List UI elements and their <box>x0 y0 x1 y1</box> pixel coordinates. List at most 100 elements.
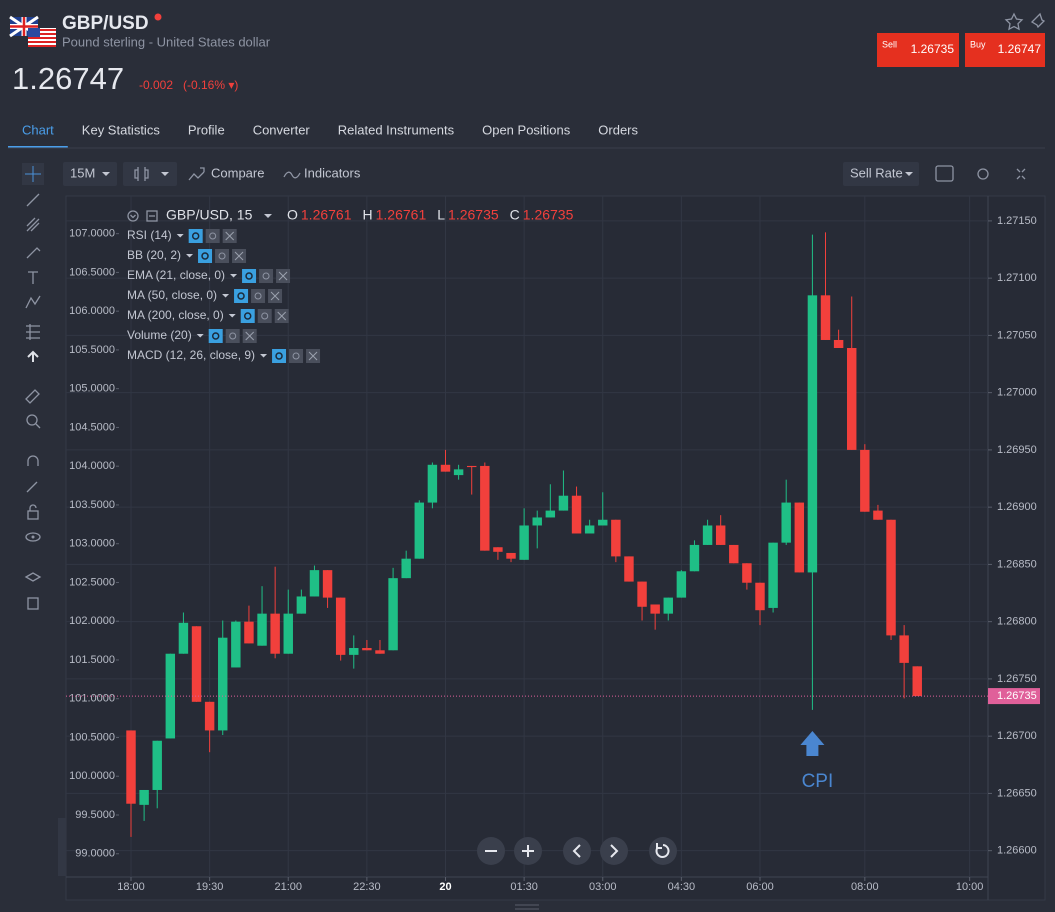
y2-tick-label: 106.0000 <box>69 305 115 317</box>
remove-cross <box>234 251 244 261</box>
visibility-icon[interactable] <box>188 229 203 243</box>
chart-legend: GBP/USD, 15 O 1.26761 H 1.26761 L 1.26735 C 1.2… <box>127 207 574 363</box>
chart-type-button[interactable] <box>123 162 177 186</box>
indicator[interactable]: MA (200, close, 0) <box>127 308 224 322</box>
indicator[interactable]: BB (20, 2) <box>127 248 181 262</box>
candle-body <box>466 465 477 468</box>
y2-tick-label: 105.5000 <box>69 344 115 356</box>
candle-icon <box>134 167 149 181</box>
y2-tick-label: 103.5000 <box>69 499 115 511</box>
flag-icon <box>9 15 56 47</box>
indicators[interactable]: Indicators <box>304 165 361 180</box>
y-tick-label: 1.26800 <box>997 616 1037 628</box>
dropdown-icon <box>228 314 236 318</box>
panel-handle[interactable] <box>58 818 66 876</box>
candle-body <box>912 666 922 697</box>
annotation: CPI <box>802 771 834 792</box>
buy-button[interactable]: Buy 1.26747 <box>965 33 1045 67</box>
candle-body <box>807 295 818 573</box>
description: Pound sterling - United States dollar <box>62 34 271 49</box>
candle-body <box>715 525 726 545</box>
tab[interactable]: Open Positions <box>482 122 571 137</box>
tab[interactable]: Chart <box>22 122 54 137</box>
candle-body <box>152 740 162 790</box>
candle-body <box>126 730 136 804</box>
layout-icon[interactable] <box>935 165 954 182</box>
reset[interactable] <box>649 837 677 865</box>
x-tick-label: 08:00 <box>851 881 879 893</box>
ohlc-label: L <box>437 207 445 223</box>
candle-body <box>611 519 621 557</box>
settings-icon[interactable] <box>251 289 266 303</box>
x-tick-label: 20 <box>439 881 451 893</box>
indicator[interactable]: MACD (12, 26, close, 9) <box>127 348 255 362</box>
visibility-icon[interactable] <box>208 329 223 343</box>
settings-icon[interactable] <box>225 329 240 343</box>
tab[interactable]: Related Instruments <box>338 122 455 137</box>
x-tick-label: 03:00 <box>589 881 617 893</box>
y-tick-label: 1.26900 <box>997 501 1037 513</box>
scroll-right[interactable] <box>600 837 628 865</box>
indicator[interactable]: RSI (14) <box>127 228 172 242</box>
y2-tick-label: 100.5000 <box>69 731 115 743</box>
sell-button[interactable]: Sell 1.26735 <box>877 33 959 67</box>
y2-tick-label: 102.5000 <box>69 576 115 588</box>
dropdown-icon <box>222 294 230 298</box>
candle-body <box>401 558 411 579</box>
settings-icon[interactable] <box>215 249 230 263</box>
interval-button[interactable] <box>63 162 117 186</box>
settings-dot <box>209 232 217 240</box>
dropdown-icon <box>260 354 268 358</box>
candle-body <box>493 547 503 552</box>
tab[interactable]: Orders <box>598 122 638 137</box>
fullscreen-icon[interactable] <box>1016 168 1026 180</box>
settings-icon[interactable] <box>205 229 220 243</box>
visibility-icon[interactable] <box>242 269 257 283</box>
ohlc-value: 1.26761 <box>376 207 427 223</box>
settings-icon[interactable] <box>289 349 304 363</box>
tab[interactable]: Key Statistics <box>82 122 161 137</box>
buy-label: Buy <box>970 39 986 49</box>
candle-body <box>480 465 490 551</box>
visibility-icon[interactable] <box>240 309 255 323</box>
x-tick-label: 22:30 <box>353 881 381 893</box>
indicator[interactable]: MA (50, close, 0) <box>127 288 217 302</box>
pin-icon[interactable] <box>1030 12 1046 29</box>
y-tick-label: 1.27050 <box>997 329 1037 341</box>
y-tick-label: 1.26850 <box>997 558 1037 570</box>
settings-icon[interactable] <box>977 168 989 180</box>
settings-dot <box>229 332 237 340</box>
scroll-left[interactable] <box>563 837 591 865</box>
candle-body <box>794 502 805 573</box>
star-icon[interactable] <box>1004 12 1024 31</box>
y-tick-label: 1.26600 <box>997 845 1037 857</box>
y-tick-label: 1.26700 <box>997 730 1037 742</box>
dropdown-icon <box>230 274 238 278</box>
y-tick-label: 1.26950 <box>997 444 1037 456</box>
symbol: GBP/USD <box>62 13 149 34</box>
dropdown-icon <box>196 334 204 338</box>
visibility-icon[interactable] <box>272 349 287 363</box>
compare[interactable]: Compare <box>211 165 264 180</box>
settings-icon[interactable] <box>257 309 272 323</box>
indicator[interactable]: EMA (21, close, 0) <box>127 268 225 282</box>
indicator[interactable]: Volume (20) <box>127 328 192 342</box>
candle-body <box>257 613 267 646</box>
tab[interactable]: Profile <box>188 122 225 137</box>
rate: Sell Rate <box>850 165 903 180</box>
price-tag-label: 1.26735 <box>997 690 1037 702</box>
rate-button[interactable] <box>843 162 919 186</box>
legend-symbol: GBP/USD, 15 <box>166 207 253 223</box>
sell-label: Sell <box>882 39 897 49</box>
settings-icon[interactable] <box>259 269 274 283</box>
ohlc-value: 1.26735 <box>523 207 574 223</box>
y-tick-label: 1.27100 <box>997 272 1037 284</box>
x-tick-label: 04:30 <box>668 881 696 893</box>
visibility-icon[interactable] <box>198 249 213 263</box>
x-tick-label: 06:00 <box>746 881 774 893</box>
resize-handle[interactable] <box>515 904 539 910</box>
candle-body <box>545 510 556 518</box>
tab[interactable]: Converter <box>253 122 311 137</box>
visibility-icon[interactable] <box>234 289 249 303</box>
